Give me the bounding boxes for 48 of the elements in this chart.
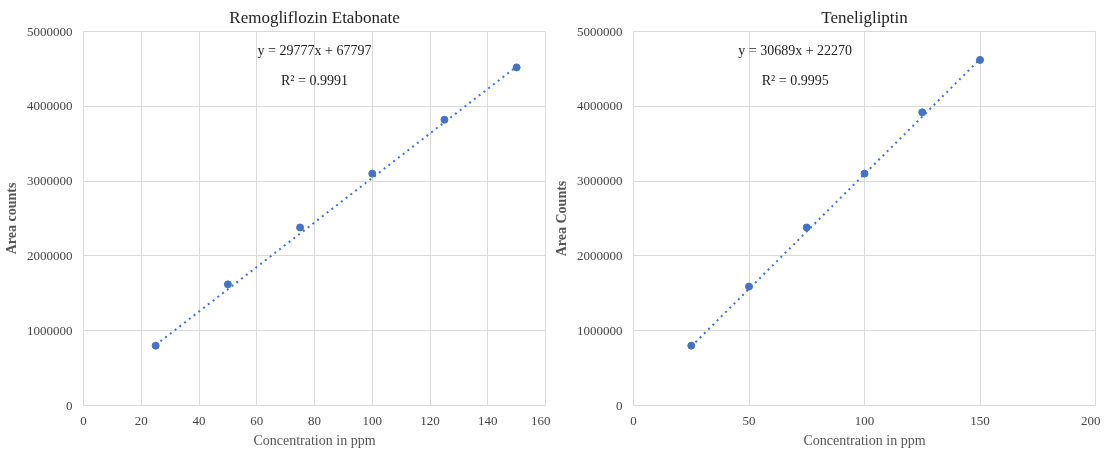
x-tick-label: 80 — [308, 412, 321, 428]
point — [151, 341, 160, 350]
x-tick-label: 50 — [742, 412, 756, 428]
x-tick-label: 0 — [80, 412, 87, 428]
x-tick-label: 60 — [250, 412, 264, 428]
x-tick-label: 0 — [630, 412, 637, 428]
point — [860, 169, 869, 178]
point — [976, 55, 984, 64]
y-tick-label: 1000000 — [27, 322, 73, 338]
y-axis-title: Area Counts — [554, 180, 569, 257]
point — [223, 280, 232, 289]
annotation: y = 29777x + 67797 — [257, 42, 372, 58]
point — [512, 63, 521, 72]
y-axis-title: Area counts — [4, 182, 19, 255]
x-axis-title: Concentration in ppm — [803, 432, 926, 448]
x-tick-label: 100 — [362, 412, 382, 428]
x-tick-label: 20 — [134, 412, 148, 428]
y-tick-label: 2000000 — [27, 247, 73, 263]
y-tick-label: 2000000 — [577, 247, 623, 263]
chart-title: Teneligliptin — [821, 7, 909, 27]
x-axis-title: Concentration in ppm — [253, 432, 376, 448]
annotation: R² = 0.9991 — [281, 72, 348, 88]
annotation: y = 30689x + 22270 — [738, 42, 853, 58]
y-tick-label: 4000000 — [27, 98, 73, 114]
point — [440, 115, 449, 124]
x-tick-label: 150 — [970, 412, 990, 428]
point — [745, 282, 753, 291]
point — [687, 341, 696, 350]
chart-title: Remogliflozin Etabonate — [229, 7, 400, 27]
point — [918, 108, 927, 117]
x-tick-label: 100 — [854, 412, 875, 428]
point — [296, 223, 305, 232]
y-tick-label: 3000000 — [577, 173, 623, 189]
y-tick-label: 5000000 — [577, 23, 623, 39]
y-tick-label: 3000000 — [27, 173, 73, 189]
x-tick-label: 140 — [478, 412, 498, 428]
y-tick-label: 0 — [66, 397, 73, 413]
annotation: R² = 0.9995 — [761, 72, 829, 88]
y-tick-label: 5000000 — [27, 23, 73, 39]
x-tick-label: 160 — [531, 412, 551, 428]
point — [368, 169, 377, 178]
x-tick-label: 120 — [420, 412, 440, 428]
x-tick-label: 200 — [1081, 412, 1101, 428]
x-tick-label: 40 — [192, 412, 206, 428]
y-tick-label: 1000000 — [577, 322, 623, 338]
y-tick-label: 0 — [616, 397, 623, 413]
y-tick-label: 4000000 — [577, 98, 623, 114]
point — [802, 223, 811, 232]
